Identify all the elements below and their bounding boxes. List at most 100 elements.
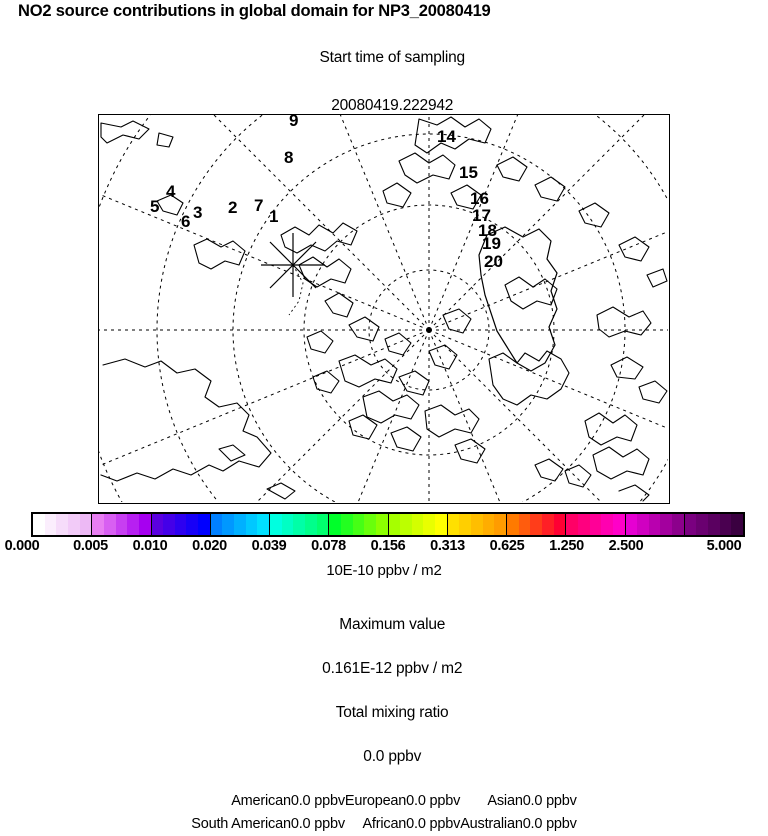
colorbar-tick: 0.078	[311, 538, 346, 554]
summary-row: Maximum value 0.161E-12 ppbv / m2 Total …	[0, 592, 768, 790]
colorbar-step	[589, 514, 602, 535]
colorbar-step	[637, 514, 649, 535]
map-number-label: 2	[228, 198, 238, 217]
map-number-label: 16	[470, 189, 489, 208]
graticule-meridians	[99, 115, 668, 502]
colorbar-step	[234, 514, 246, 535]
colorbar-segment	[33, 514, 93, 535]
colorbar-tick: 1.250	[549, 538, 584, 554]
map-number-label: 8	[284, 148, 294, 167]
max-value-value: 0.161E-12 ppbv / m2	[322, 660, 463, 677]
region-contributions-table: American 0.0 ppbv European 0.0 ppbv Asian 0.0…	[191, 790, 577, 836]
colorbar-segment	[210, 514, 270, 535]
colorbar-step	[400, 514, 412, 535]
coastline-arctic-archipelago	[280, 222, 570, 464]
trajectory-path	[288, 264, 304, 316]
colorbar-tick: 5.000	[706, 538, 742, 554]
colorbar-tick: 0.000	[4, 538, 40, 554]
colorbar-segment	[270, 514, 330, 535]
max-value-label: Maximum value	[339, 616, 446, 633]
colorbar-tick-labels: 0.000 0.005 0.010 0.020 0.039 0.078 0.156 0.313…	[0, 538, 768, 556]
colorbar-step	[601, 514, 613, 535]
colorbar-step	[103, 514, 116, 535]
colorbar-step	[67, 514, 80, 535]
region-label: African	[362, 816, 407, 832]
colorbar-step	[293, 514, 305, 535]
colorbar-segment	[625, 514, 685, 535]
colorbar-units-label: 10E-10 ppbv / m2	[326, 562, 442, 579]
colorbar-step	[151, 514, 164, 535]
colorbar-step	[577, 514, 590, 535]
colorbar-segment	[92, 514, 152, 535]
colorbar-step	[553, 514, 566, 535]
colorbar-tick: 0.156	[370, 538, 406, 554]
colorbar-step	[696, 514, 709, 535]
colorbar-segment	[507, 514, 567, 535]
colorbar-step	[56, 514, 68, 535]
colorbar-step	[163, 514, 175, 535]
map-panel[interactable]: 1 2 3 4 5 6 7 8 9 14 15 16 17 18 19 20	[98, 114, 670, 504]
coastline-north-america	[100, 120, 296, 500]
region-label: Australian	[460, 816, 523, 832]
colorbar-step	[115, 514, 128, 535]
colorbar-step	[447, 514, 460, 535]
map-number-label: 1	[269, 207, 279, 226]
region-value: 0.0 ppbv	[290, 793, 345, 809]
region-label: Asian	[487, 793, 523, 809]
start-time-label: Start time of sampling	[319, 49, 465, 66]
coastline-greenland	[478, 226, 558, 372]
colorbar-step	[352, 514, 365, 535]
colorbar-step	[222, 514, 235, 535]
map-number-label: 20	[484, 252, 503, 271]
colorbar-tick: 0.039	[251, 538, 287, 554]
colorbar-step	[719, 514, 732, 535]
star-marker	[261, 233, 325, 297]
colorbar-segment	[447, 514, 507, 535]
colorbar-step	[494, 514, 507, 535]
colorbar-step	[210, 514, 223, 535]
colorbar-step	[33, 514, 45, 535]
polar-stereographic-map	[99, 115, 668, 502]
colorbar-step	[435, 514, 447, 535]
colorbar-step	[257, 514, 270, 535]
colorbar-segment	[566, 514, 626, 535]
colorbar[interactable]	[31, 512, 745, 537]
colorbar-step	[530, 514, 542, 535]
colorbar-step	[518, 514, 531, 535]
colorbar-step	[684, 514, 697, 535]
region-label: European	[344, 793, 407, 809]
colorbar-step	[660, 514, 673, 535]
colorbar-wrap	[31, 512, 745, 537]
region-label: South American	[191, 816, 291, 832]
map-number-label: 4	[166, 182, 176, 201]
coastline-siberia	[382, 116, 668, 288]
map-number-label: 7	[254, 196, 264, 215]
region-label: American	[231, 793, 291, 809]
total-mixing-label: Total mixing ratio	[335, 704, 449, 721]
colorbar-step	[672, 514, 684, 535]
colorbar-tick: 0.313	[430, 538, 465, 554]
colorbar-step	[198, 514, 210, 535]
colorbar-step	[340, 514, 353, 535]
region-value: 0.0 ppbv	[290, 816, 345, 832]
map-number-label: 3	[193, 203, 203, 222]
table-row: South American 0.0 ppbv African 0.0 ppbv Aus…	[191, 813, 577, 836]
map-number-label: 15	[459, 163, 478, 182]
colorbar-step	[44, 514, 57, 535]
region-value: 0.0 ppbv	[406, 816, 461, 832]
colorbar-step	[127, 514, 139, 535]
colorbar-step	[648, 514, 661, 535]
colorbar-step	[364, 514, 376, 535]
total-mixing-value: 0.0 ppbv	[363, 748, 422, 765]
colorbar-step	[612, 514, 625, 535]
region-value: 0.0 ppbv	[522, 793, 577, 809]
colorbar-step	[245, 514, 258, 535]
colorbar-step	[138, 514, 151, 535]
statistics-block: Maximum value 0.161E-12 ppbv / m2 Total …	[0, 592, 768, 836]
colorbar-segment	[329, 514, 389, 535]
colorbar-step	[329, 514, 341, 535]
map-number-label: 18	[478, 221, 497, 240]
colorbar-step	[281, 514, 294, 535]
colorbar-step	[186, 514, 199, 535]
colorbar-step	[482, 514, 495, 535]
